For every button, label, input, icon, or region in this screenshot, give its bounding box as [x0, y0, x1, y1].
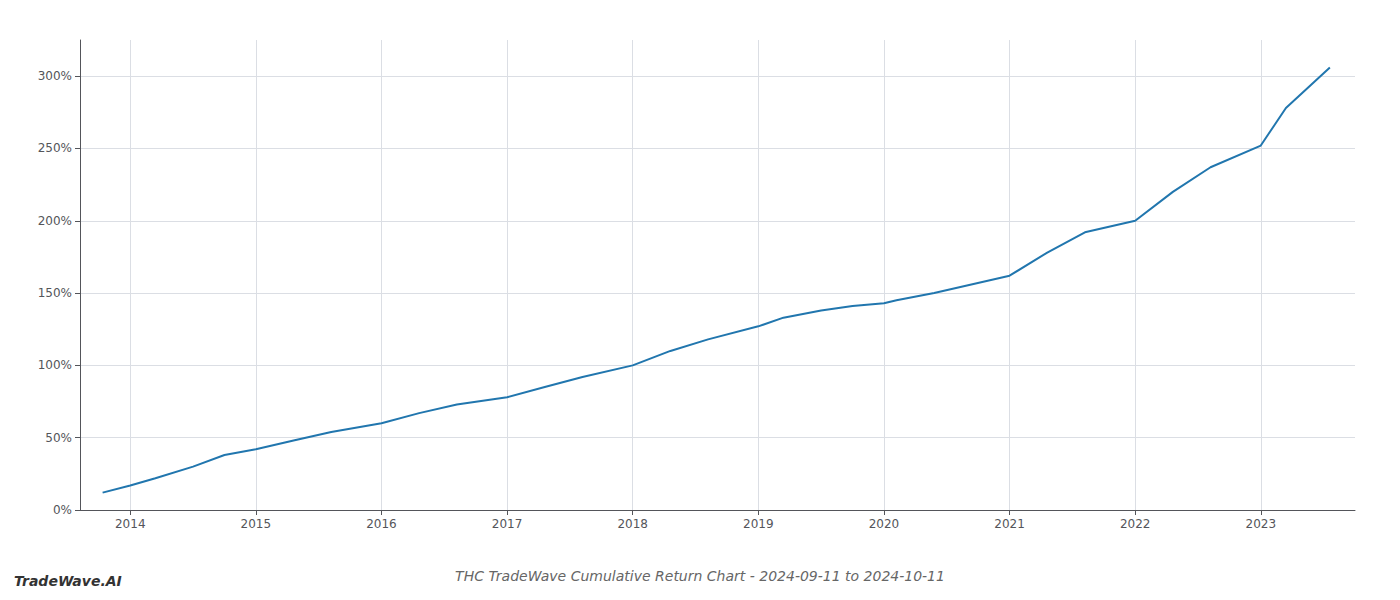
svg-text:2014: 2014	[115, 517, 146, 531]
svg-text:2019: 2019	[743, 517, 774, 531]
svg-text:2016: 2016	[366, 517, 397, 531]
svg-text:2017: 2017	[492, 517, 523, 531]
svg-text:50%: 50%	[45, 431, 72, 445]
svg-text:300%: 300%	[38, 69, 72, 83]
svg-text:200%: 200%	[38, 214, 72, 228]
svg-text:2022: 2022	[1120, 517, 1151, 531]
svg-text:250%: 250%	[38, 141, 72, 155]
svg-text:0%: 0%	[53, 503, 72, 517]
svg-text:2021: 2021	[994, 517, 1025, 531]
svg-text:2015: 2015	[241, 517, 272, 531]
svg-text:THC TradeWave Cumulative Retur: THC TradeWave Cumulative Return Chart - …	[455, 568, 945, 584]
svg-text:2020: 2020	[869, 517, 900, 531]
svg-text:150%: 150%	[38, 286, 72, 300]
svg-text:TradeWave.AI: TradeWave.AI	[14, 573, 122, 589]
svg-text:100%: 100%	[38, 358, 72, 372]
svg-text:2023: 2023	[1246, 517, 1277, 531]
svg-text:2018: 2018	[617, 517, 648, 531]
